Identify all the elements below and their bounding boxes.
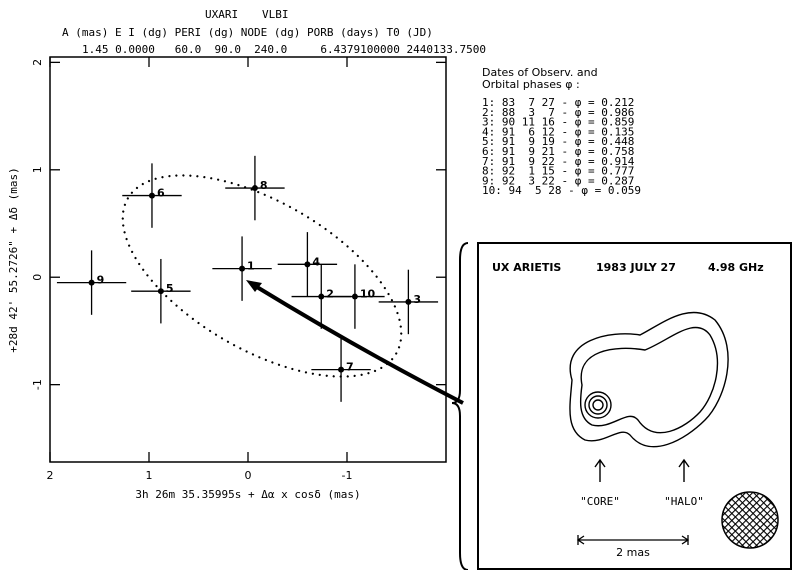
point-label: 3 — [413, 293, 421, 306]
header-columns: A (mas) E I (dg) PERI (dg) NODE (dg) POR… — [62, 26, 433, 39]
point — [304, 261, 310, 267]
point-label: 8 — [260, 179, 268, 192]
header-values: 1.45 0.0000 60.0 90.0 240.0 6.4379100000… — [82, 43, 486, 56]
marker-arrows — [595, 460, 689, 482]
point-label: 7 — [346, 361, 354, 374]
x-tick-label: 2 — [47, 469, 54, 482]
x-tick-label: -1 — [342, 469, 353, 482]
header-object: UXARI — [205, 8, 238, 21]
y-tick-label: 2 — [31, 59, 44, 66]
point — [252, 185, 258, 191]
point — [89, 280, 95, 286]
halo-label: "HALO" — [664, 495, 704, 508]
x-tick-label: 0 — [245, 469, 252, 482]
y-tick-label: 0 — [31, 274, 44, 281]
orbit — [91, 134, 433, 417]
point-label: 9 — [97, 274, 105, 287]
point-label: 6 — [157, 187, 165, 200]
point — [149, 193, 155, 199]
x-tick-label: 1 — [146, 469, 153, 482]
y-tick-label: 1 — [31, 166, 44, 173]
beam — [722, 492, 778, 548]
point — [405, 299, 411, 305]
point-label: 2 — [326, 288, 334, 301]
obs-line: 10: 94 5 28 - φ = 0.059 — [482, 184, 641, 197]
point-label: 10 — [360, 288, 376, 301]
x-axis-label: 3h 26m 35.35995s + Δα x cosδ (mas) — [135, 488, 360, 501]
inset-date: 1983 JULY 27 — [596, 261, 676, 274]
figure: UXARI VLBI A (mas) E I (dg) PERI (dg) NO… — [0, 0, 793, 570]
point-label: 5 — [166, 282, 174, 295]
point — [158, 288, 164, 294]
header-method: VLBI — [262, 8, 289, 21]
contour — [570, 312, 728, 446]
inset-source: UX ARIETIS — [492, 261, 561, 274]
brace — [452, 243, 468, 570]
scale-label: 2 mas — [616, 546, 650, 559]
contour — [593, 400, 603, 410]
point — [338, 367, 344, 373]
y-axis-label: +28d 42' 55.2726" + Δδ (mas) — [7, 167, 20, 352]
point-label: 1 — [247, 260, 255, 273]
core-label: "CORE" — [580, 495, 620, 508]
point — [318, 294, 324, 300]
inset-frequency: 4.98 GHz — [708, 261, 764, 274]
contour — [581, 327, 718, 432]
point — [352, 294, 358, 300]
scale-bar — [578, 535, 688, 545]
obs-title: Orbital phases φ : — [482, 78, 580, 91]
y-tick-label: -1 — [31, 379, 44, 390]
point — [239, 266, 245, 272]
contour — [589, 396, 607, 414]
point-label: 4 — [312, 255, 320, 268]
